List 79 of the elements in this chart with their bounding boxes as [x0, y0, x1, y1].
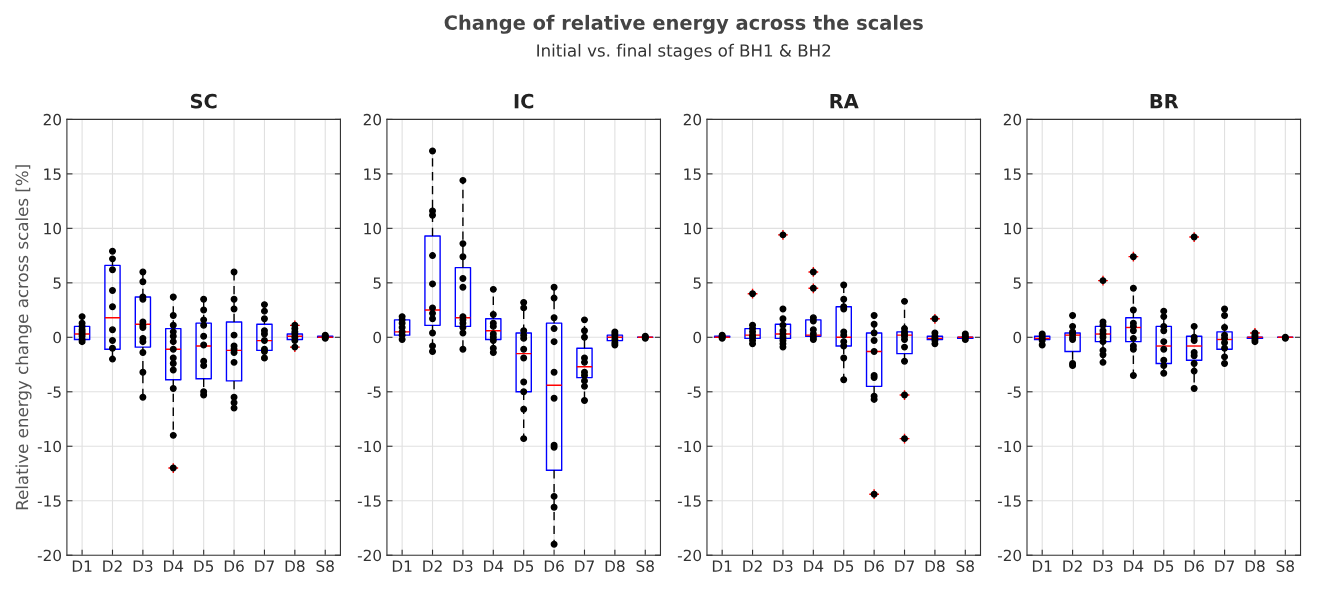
y-tick-label: 20: [1003, 113, 1022, 126]
x-tick-label: D2: [1063, 560, 1082, 572]
y-tick-label: -10: [357, 440, 382, 453]
y-tick-label: -5: [47, 386, 61, 398]
y-tick-label: -10: [37, 440, 62, 453]
y-tick-label: 0: [1013, 331, 1022, 344]
y-tick-label: -20: [677, 549, 702, 562]
x-tick-label: D8: [1245, 560, 1265, 572]
x-tick-label: D1: [392, 560, 412, 572]
x-tick-label: D6: [224, 560, 244, 572]
x-tick-label: D2: [743, 560, 762, 572]
y-tick-label: 5: [373, 277, 381, 289]
y-tick-label: -10: [677, 440, 702, 453]
x-tick-label: D3: [773, 560, 793, 572]
y-tick-label: -5: [687, 386, 701, 398]
x-tick-label: D6: [544, 560, 564, 572]
x-tick-label: D8: [605, 560, 625, 572]
x-tick-label: D2: [103, 560, 122, 572]
x-tick-label: D5: [1154, 560, 1174, 572]
y-axis-title: Relative energy change across scales [%]: [15, 165, 32, 510]
x-tick-label: D1: [72, 560, 92, 572]
x-tick-label: D5: [194, 560, 214, 572]
y-tick-label: 5: [1013, 277, 1021, 289]
y-tick-label: 15: [44, 168, 61, 180]
y-tick-label: 15: [1004, 168, 1021, 180]
y-tick-label: 5: [693, 277, 701, 289]
y-tick-label: 10: [1004, 222, 1022, 235]
y-tick-label: 5: [53, 277, 61, 289]
x-tick-label: D7: [575, 560, 594, 572]
y-tick-label: 20: [363, 113, 382, 126]
y-tick-label: 20: [43, 113, 62, 126]
y-tick-label: -15: [37, 495, 61, 507]
x-tick-label: D1: [1032, 560, 1052, 572]
y-tick-label: -20: [997, 549, 1022, 562]
y-tick-label: -15: [357, 495, 381, 507]
y-tick-label: 0: [693, 331, 702, 344]
text: Change of relative energy across the scales: [444, 14, 923, 34]
x-tick-label: D6: [864, 560, 884, 572]
y-tick-label: -15: [997, 495, 1021, 507]
x-tick-label: D4: [484, 560, 504, 572]
x-tick-label: S8: [636, 560, 654, 572]
x-tick-label: D7: [895, 560, 914, 572]
y-tick-label: 20: [683, 113, 702, 126]
x-tick-label: D8: [925, 560, 945, 572]
y-tick-label: -20: [37, 549, 62, 562]
x-tick-label: S8: [1276, 560, 1294, 572]
x-tick-label: S8: [316, 560, 334, 572]
x-tick-label: D3: [1093, 560, 1113, 572]
y-tick-label: 15: [684, 168, 701, 180]
text: Initial vs. final stages of BH1 & BH2: [537, 43, 831, 60]
y-tick-label: -5: [1007, 386, 1021, 398]
x-tick-label: D4: [1124, 560, 1144, 572]
x-tick-label: S8: [956, 560, 974, 572]
x-tick-label: D6: [1184, 560, 1204, 572]
y-tick-label: 10: [684, 222, 702, 235]
x-tick-label: D4: [804, 560, 824, 572]
chart-title: SC: [190, 93, 217, 109]
y-tick-label: -5: [367, 386, 381, 398]
x-tick-label: D3: [453, 560, 473, 572]
y-tick-label: 0: [53, 331, 62, 344]
y-tick-label: 15: [364, 168, 381, 180]
x-tick-label: D7: [255, 560, 274, 572]
x-tick-label: D8: [285, 560, 305, 572]
x-tick-label: D4: [164, 560, 184, 572]
chart-title: RA: [830, 94, 859, 109]
y-tick-label: 0: [373, 331, 382, 344]
chart-title: IC: [514, 93, 534, 109]
y-tick-label: 10: [44, 222, 62, 235]
x-tick-label: D3: [133, 560, 153, 572]
y-tick-label: -20: [357, 549, 382, 562]
chart-title: BR: [1150, 94, 1179, 109]
y-tick-label: -15: [677, 495, 701, 507]
x-tick-label: D2: [423, 560, 442, 572]
x-tick-label: D7: [1215, 560, 1234, 572]
x-tick-label: D5: [834, 560, 854, 572]
x-tick-label: D5: [514, 560, 534, 572]
x-tick-label: D1: [712, 560, 732, 572]
y-tick-label: 10: [364, 222, 382, 235]
y-tick-label: -10: [997, 440, 1022, 453]
